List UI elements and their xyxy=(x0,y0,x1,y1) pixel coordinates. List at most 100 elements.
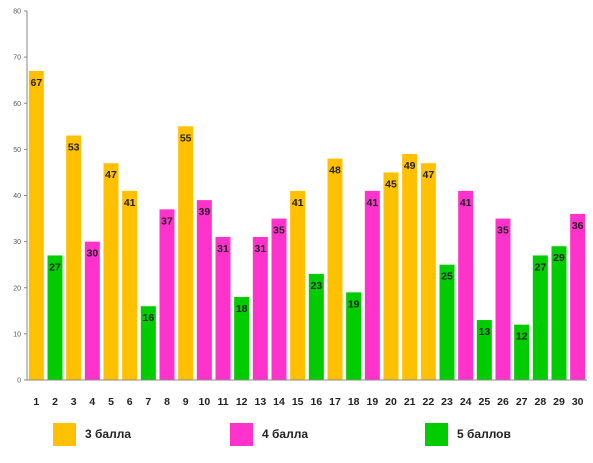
x-tick-label: 28 xyxy=(534,396,546,408)
data-label: 47 xyxy=(105,169,117,181)
bar xyxy=(420,163,436,380)
x-tick-label: 17 xyxy=(329,396,341,408)
legend-label-2: 5 баллов xyxy=(457,427,511,441)
y-tick-label: 0 xyxy=(17,378,21,385)
x-tick-label: 22 xyxy=(422,396,434,408)
data-label: 39 xyxy=(198,206,210,218)
x-tick-label: 5 xyxy=(108,396,114,408)
x-tick-label: 12 xyxy=(236,396,248,408)
x-tick-label: 16 xyxy=(310,396,322,408)
data-label: 19 xyxy=(348,298,360,310)
bar xyxy=(458,190,474,380)
x-axis: 1 2 3 4 5 6 7 8 9 10 11 12 13 14 15 16 17 18 19 20 21 22 23 24 2… xyxy=(27,379,587,408)
data-label: 30 xyxy=(86,248,98,260)
data-label: 37 xyxy=(161,215,173,227)
y-axis: 0 10 20 30 40 50 60 70 80 xyxy=(13,9,28,385)
x-tick-label: 3 xyxy=(71,396,77,408)
bar xyxy=(476,320,492,380)
bar xyxy=(439,264,455,380)
bar xyxy=(346,292,362,380)
legend-label-0: 3 балла xyxy=(85,427,132,441)
x-tick-label: 23 xyxy=(441,396,453,408)
x-tick-label: 29 xyxy=(553,396,565,408)
bar xyxy=(290,190,306,380)
bar xyxy=(364,190,380,380)
data-label: 31 xyxy=(217,243,229,255)
y-tick-label: 80 xyxy=(13,9,21,16)
bar xyxy=(252,237,268,380)
data-label: 18 xyxy=(236,303,248,315)
bar xyxy=(159,209,175,380)
y-tick-label: 40 xyxy=(13,193,21,200)
y-tick-label: 10 xyxy=(13,331,21,338)
x-tick-label: 21 xyxy=(404,396,416,408)
data-label: 41 xyxy=(460,197,472,209)
x-tick-label: 27 xyxy=(516,396,528,408)
bar xyxy=(532,255,548,380)
data-label: 12 xyxy=(516,331,528,343)
data-label: 41 xyxy=(292,197,304,209)
x-tick-label: 18 xyxy=(348,396,360,408)
x-tick-label: 26 xyxy=(497,396,509,408)
bar xyxy=(178,126,194,380)
bar xyxy=(103,163,119,380)
y-tick-label: 60 xyxy=(13,101,21,108)
x-tick-label: 11 xyxy=(217,396,228,408)
legend-item-2: 5 баллов xyxy=(425,422,511,446)
x-tick-label: 8 xyxy=(164,396,170,408)
data-label: 27 xyxy=(534,261,546,273)
bar xyxy=(551,246,567,380)
bar xyxy=(196,200,212,380)
data-label: 13 xyxy=(478,326,490,338)
bar xyxy=(495,218,511,380)
data-label: 27 xyxy=(49,261,61,273)
bar xyxy=(308,273,324,380)
data-label: 49 xyxy=(404,160,416,172)
y-tick-label: 50 xyxy=(13,147,21,154)
bar xyxy=(514,324,530,380)
data-label: 53 xyxy=(68,142,80,154)
x-tick-label: 20 xyxy=(385,396,397,408)
x-tick-label: 4 xyxy=(89,396,95,408)
legend-swatch-1 xyxy=(230,422,253,446)
data-label: 45 xyxy=(385,178,397,190)
data-label: 31 xyxy=(254,243,266,255)
bar xyxy=(271,218,287,380)
x-tick-label: 10 xyxy=(198,396,210,408)
data-label: 16 xyxy=(142,312,154,324)
x-tick-label: 9 xyxy=(183,396,189,408)
bar xyxy=(383,172,399,380)
legend-item-0: 3 балла xyxy=(53,422,131,446)
data-label: 35 xyxy=(497,225,509,237)
data-label: 47 xyxy=(422,169,434,181)
x-tick-label: 24 xyxy=(460,396,472,408)
legend-swatch-0 xyxy=(53,422,76,446)
data-label: 67 xyxy=(30,77,42,89)
bar xyxy=(234,296,250,380)
bar xyxy=(84,241,100,380)
data-label: 25 xyxy=(441,271,453,283)
x-tick-label: 6 xyxy=(127,396,133,408)
y-tick-label: 30 xyxy=(13,239,21,246)
bar xyxy=(122,190,138,380)
bars xyxy=(28,70,586,381)
x-tick-label: 14 xyxy=(273,396,285,408)
data-labels: 67 27 53 30 47 41 16 37 55 39 31 18 31 35 41 23 48 19 41 45… xyxy=(30,77,583,343)
y-tick-label: 20 xyxy=(13,285,21,292)
data-label: 36 xyxy=(572,220,584,232)
data-label: 55 xyxy=(180,132,192,144)
bar xyxy=(215,237,231,380)
bar xyxy=(66,135,82,380)
data-label: 29 xyxy=(553,252,565,264)
legend-swatch-2 xyxy=(425,422,448,446)
legend-item-1: 4 балла xyxy=(230,422,308,446)
x-tick-label: 13 xyxy=(254,396,266,408)
x-tick-label: 2 xyxy=(52,396,58,408)
x-tick-label: 19 xyxy=(366,396,378,408)
bar xyxy=(47,255,63,380)
x-tick-label: 7 xyxy=(145,396,151,408)
x-tick-label: 15 xyxy=(292,396,304,408)
x-tick-label: 30 xyxy=(572,396,584,408)
x-tick-label: 1 xyxy=(33,396,39,408)
bar xyxy=(327,158,343,380)
